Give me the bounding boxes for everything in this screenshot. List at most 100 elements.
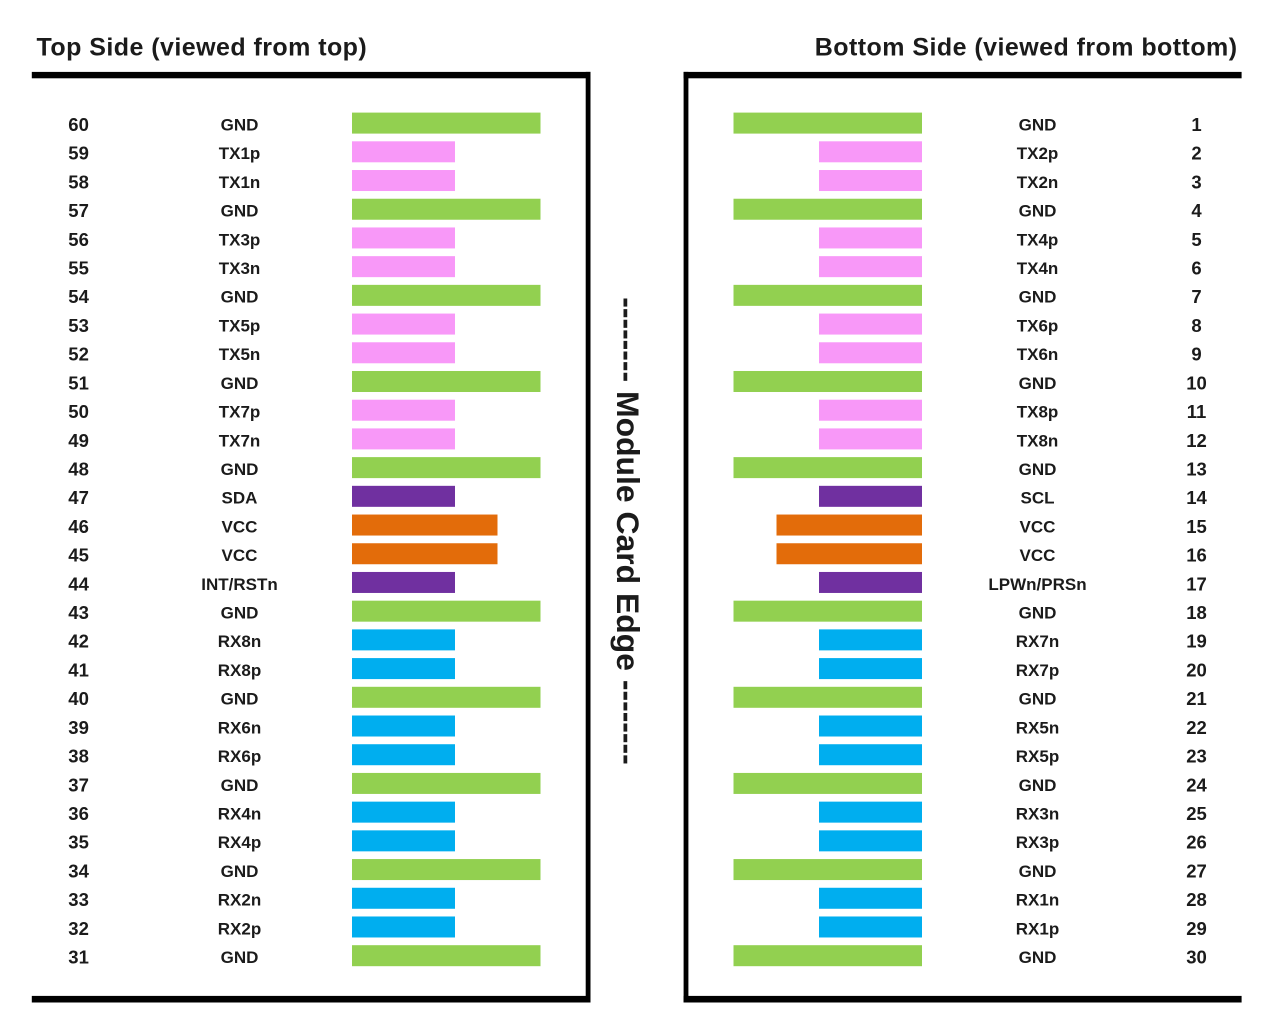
svg-text:1: 1 [1191,114,1201,135]
svg-text:TX2p: TX2p [1017,144,1059,163]
svg-text:GND: GND [1019,604,1057,623]
svg-text:RX6n: RX6n [218,718,261,737]
svg-text:14: 14 [1186,487,1207,508]
svg-text:43: 43 [68,602,89,623]
svg-text:5: 5 [1191,229,1201,250]
svg-text:GND: GND [1019,288,1057,307]
svg-text:12: 12 [1186,430,1207,451]
svg-text:45: 45 [68,545,89,566]
svg-text:59: 59 [68,143,89,164]
svg-text:LPWn/PRSn: LPWn/PRSn [988,575,1086,594]
svg-text:GND: GND [1019,948,1057,967]
svg-text:GND: GND [1019,115,1057,134]
svg-text:RX6p: RX6p [218,747,261,766]
svg-text:33: 33 [68,889,89,910]
svg-text:35: 35 [68,832,89,853]
svg-text:28: 28 [1186,889,1207,910]
svg-text:19: 19 [1186,631,1207,652]
svg-text:-------- Module Card Edge ----: -------- Module Card Edge -------- [610,297,646,765]
svg-text:GND: GND [221,288,259,307]
svg-text:17: 17 [1186,573,1207,594]
svg-text:VCC: VCC [1020,546,1056,565]
svg-text:24: 24 [1186,774,1207,795]
svg-text:50: 50 [68,401,89,422]
svg-text:58: 58 [68,171,89,192]
svg-text:RX8n: RX8n [218,632,261,651]
svg-text:2: 2 [1191,143,1201,164]
svg-text:51: 51 [68,372,89,393]
svg-text:RX2n: RX2n [218,891,261,910]
svg-text:RX3p: RX3p [1016,833,1059,852]
svg-text:TX5p: TX5p [219,316,261,335]
svg-text:31: 31 [68,947,89,968]
svg-text:46: 46 [68,516,89,537]
svg-text:TX8p: TX8p [1017,403,1059,422]
svg-text:RX4p: RX4p [218,833,261,852]
svg-text:VCC: VCC [222,517,258,536]
svg-text:54: 54 [68,286,89,307]
svg-text:RX8p: RX8p [218,661,261,680]
svg-text:TX5n: TX5n [219,345,261,364]
svg-text:21: 21 [1186,688,1207,709]
svg-text:37: 37 [68,774,89,795]
svg-text:48: 48 [68,458,89,479]
svg-text:SDA: SDA [222,489,258,508]
svg-text:TX3p: TX3p [219,230,261,249]
svg-text:GND: GND [1019,776,1057,795]
svg-text:GND: GND [1019,862,1057,881]
svg-text:49: 49 [68,430,89,451]
svg-text:32: 32 [68,918,89,939]
svg-text:34: 34 [68,860,89,881]
svg-text:22: 22 [1186,717,1207,738]
svg-text:23: 23 [1186,746,1207,767]
svg-text:9: 9 [1191,344,1201,365]
svg-text:RX3n: RX3n [1016,804,1059,823]
svg-text:47: 47 [68,487,89,508]
svg-text:40: 40 [68,688,89,709]
svg-text:TX7p: TX7p [219,403,261,422]
svg-text:56: 56 [68,229,89,250]
svg-text:GND: GND [1019,690,1057,709]
svg-text:3: 3 [1191,171,1201,192]
svg-text:29: 29 [1186,918,1207,939]
svg-text:TX2n: TX2n [1017,173,1059,192]
svg-text:16: 16 [1186,545,1207,566]
svg-text:GND: GND [221,202,259,221]
svg-text:GND: GND [221,374,259,393]
svg-text:RX1n: RX1n [1016,891,1059,910]
svg-text:60: 60 [68,114,89,135]
svg-text:11: 11 [1187,401,1207,422]
svg-text:GND: GND [1019,374,1057,393]
svg-text:TX4n: TX4n [1017,259,1059,278]
svg-text:TX7n: TX7n [219,431,261,450]
svg-text:RX5p: RX5p [1016,747,1059,766]
svg-text:TX8n: TX8n [1017,431,1059,450]
svg-text:RX5n: RX5n [1016,718,1059,737]
svg-text:8: 8 [1191,315,1201,336]
svg-text:57: 57 [68,200,89,221]
svg-text:GND: GND [221,948,259,967]
svg-text:SCL: SCL [1021,489,1055,508]
svg-text:25: 25 [1186,803,1207,824]
svg-text:4: 4 [1191,200,1202,221]
svg-text:30: 30 [1186,947,1207,968]
svg-text:RX1p: RX1p [1016,919,1059,938]
svg-text:GND: GND [221,460,259,479]
svg-text:RX7p: RX7p [1016,661,1059,680]
svg-text:55: 55 [68,258,89,279]
svg-text:44: 44 [68,573,89,594]
svg-text:GND: GND [1019,460,1057,479]
svg-text:20: 20 [1186,659,1207,680]
svg-text:15: 15 [1186,516,1207,537]
svg-text:VCC: VCC [222,546,258,565]
svg-text:GND: GND [221,690,259,709]
svg-text:TX6p: TX6p [1017,316,1059,335]
svg-text:TX1n: TX1n [219,173,261,192]
svg-text:6: 6 [1191,258,1201,279]
svg-text:36: 36 [68,803,89,824]
svg-text:GND: GND [221,776,259,795]
svg-text:RX2p: RX2p [218,919,261,938]
svg-text:TX6n: TX6n [1017,345,1059,364]
svg-text:38: 38 [68,746,89,767]
svg-text:VCC: VCC [1020,517,1056,536]
